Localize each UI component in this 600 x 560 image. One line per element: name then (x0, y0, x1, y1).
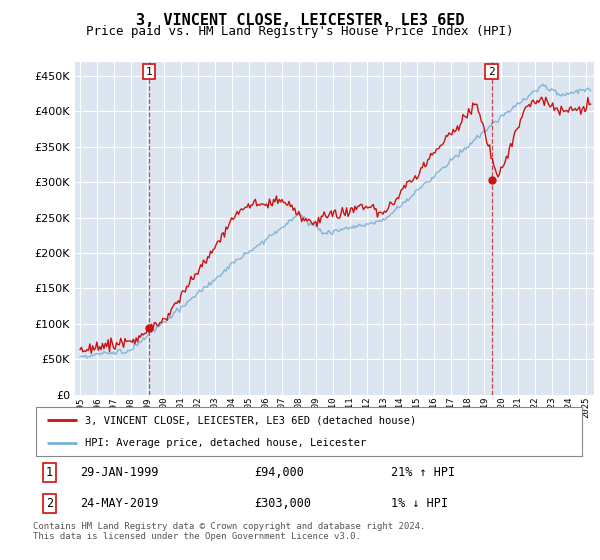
Text: 29-JAN-1999: 29-JAN-1999 (80, 465, 158, 479)
Text: Contains HM Land Registry data © Crown copyright and database right 2024.
This d: Contains HM Land Registry data © Crown c… (33, 522, 425, 542)
Text: 3, VINCENT CLOSE, LEICESTER, LE3 6ED: 3, VINCENT CLOSE, LEICESTER, LE3 6ED (136, 13, 464, 28)
Text: HPI: Average price, detached house, Leicester: HPI: Average price, detached house, Leic… (85, 438, 367, 448)
Text: 2: 2 (46, 497, 53, 510)
Text: £303,000: £303,000 (254, 497, 311, 510)
Text: 3, VINCENT CLOSE, LEICESTER, LE3 6ED (detached house): 3, VINCENT CLOSE, LEICESTER, LE3 6ED (de… (85, 416, 416, 426)
Text: 24-MAY-2019: 24-MAY-2019 (80, 497, 158, 510)
Text: 1: 1 (145, 67, 152, 77)
Text: £94,000: £94,000 (254, 465, 304, 479)
Text: 21% ↑ HPI: 21% ↑ HPI (391, 465, 455, 479)
Text: 1% ↓ HPI: 1% ↓ HPI (391, 497, 448, 510)
Text: Price paid vs. HM Land Registry's House Price Index (HPI): Price paid vs. HM Land Registry's House … (86, 25, 514, 38)
Text: 2: 2 (488, 67, 495, 77)
Text: 1: 1 (46, 465, 53, 479)
